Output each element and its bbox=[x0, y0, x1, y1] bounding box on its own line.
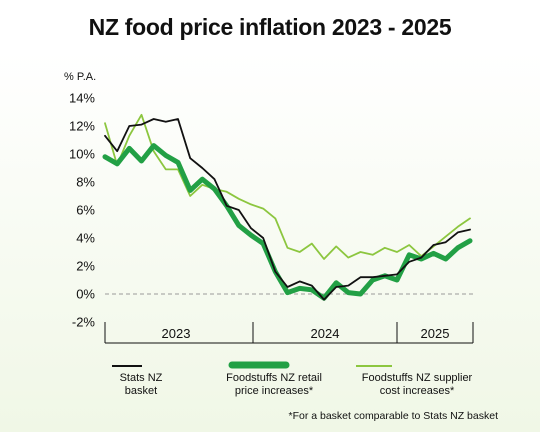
x-axis: 2023 2024 2025 bbox=[104, 322, 474, 344]
y-tick-label: 14% bbox=[69, 91, 95, 106]
year-label-2024: 2024 bbox=[311, 326, 340, 341]
legend-swatch-stats-nz bbox=[112, 365, 142, 367]
y-ticks: 14% 12% 10% 8% 6% 4% 2% 0% -2% bbox=[69, 91, 95, 330]
y-tick-label: 12% bbox=[69, 119, 95, 134]
y-tick-label: 10% bbox=[69, 147, 95, 162]
y-tick-label: 8% bbox=[76, 175, 95, 190]
chart-title: NZ food price inflation 2023 - 2025 bbox=[88, 14, 452, 40]
y-tick-label: -2% bbox=[72, 315, 96, 330]
y-tick-label: 0% bbox=[76, 287, 95, 302]
legend-label-stats-nz-line2: basket bbox=[124, 385, 158, 397]
y-axis-unit-label: % P.A. bbox=[64, 71, 96, 83]
line-chart: % P.A. 14% 12% 10% 8% 6% 4% 2% 0% -2% 2023 2024 … bbox=[64, 71, 474, 344]
legend-label-retail-line2: price increases* bbox=[234, 385, 314, 397]
y-tick-label: 4% bbox=[76, 231, 95, 246]
y-tick-label: 6% bbox=[76, 203, 95, 218]
series-line-retail bbox=[102, 143, 473, 301]
series-line-supplier bbox=[104, 113, 471, 260]
series-line-stats-nz bbox=[104, 118, 471, 301]
legend-label-supplier-line1: Foodstuffs NZ supplier bbox=[361, 372, 473, 384]
legend-label-stats-nz-line1: Stats NZ bbox=[119, 372, 163, 384]
legend-swatch-retail bbox=[228, 361, 290, 369]
year-label-2023: 2023 bbox=[162, 326, 191, 341]
y-tick-label: 2% bbox=[76, 259, 95, 274]
legend: Stats NZ basket Foodstuffs NZ retail pri… bbox=[0, 356, 540, 406]
footnote: *For a basket comparable to Stats NZ bas… bbox=[288, 410, 498, 422]
legend-label-supplier-line2: cost increases* bbox=[379, 385, 455, 397]
series-lines bbox=[102, 113, 473, 301]
legend-swatch-supplier bbox=[356, 365, 392, 367]
year-label-2025: 2025 bbox=[421, 326, 450, 341]
legend-label-retail-line1: Foodstuffs NZ retail bbox=[226, 372, 322, 384]
